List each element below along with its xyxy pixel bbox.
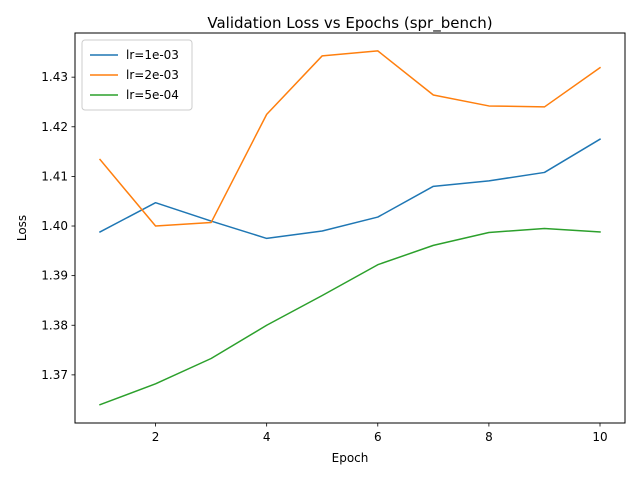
y-axis: 1.37 1.38 1.39 1.40 1.41 1.42 1.43 — [41, 70, 75, 382]
series-line-2 — [99, 227, 601, 406]
y-axis-label: Loss — [15, 215, 29, 241]
y-tick-label-5: 1.42 — [41, 120, 68, 134]
plot-area — [98, 50, 602, 406]
y-tick-label-2: 1.39 — [41, 269, 68, 283]
series-line-0 — [98, 138, 602, 240]
x-tick-label-4: 10 — [592, 430, 607, 444]
y-tick-label-6: 1.43 — [41, 70, 68, 84]
legend-box — [81, 39, 193, 111]
x-tick-label-0: 2 — [152, 430, 160, 444]
x-axis-label: Epoch — [332, 451, 369, 465]
legend-label-1: lr=2e-03 — [126, 68, 179, 82]
legend-label-2: lr=5e-04 — [126, 88, 179, 102]
y-tick-label-0: 1.37 — [41, 368, 68, 382]
chart-title: Validation Loss vs Epochs (spr_bench) — [207, 14, 492, 33]
x-tick-label-3: 8 — [485, 430, 493, 444]
y-tick-label-4: 1.41 — [41, 169, 68, 183]
legend: lr=1e-03 lr=2e-03 lr=5e-04 — [81, 39, 193, 111]
y-tick-label-3: 1.40 — [41, 219, 68, 233]
x-tick-label-2: 6 — [374, 430, 382, 444]
x-axis: 2 4 6 8 10 — [152, 423, 608, 444]
series-line-1 — [98, 50, 602, 227]
x-tick-label-1: 4 — [263, 430, 271, 444]
y-tick-label-1: 1.38 — [41, 318, 68, 332]
axes-frame — [74, 32, 626, 424]
legend-label-0: lr=1e-03 — [126, 48, 179, 62]
